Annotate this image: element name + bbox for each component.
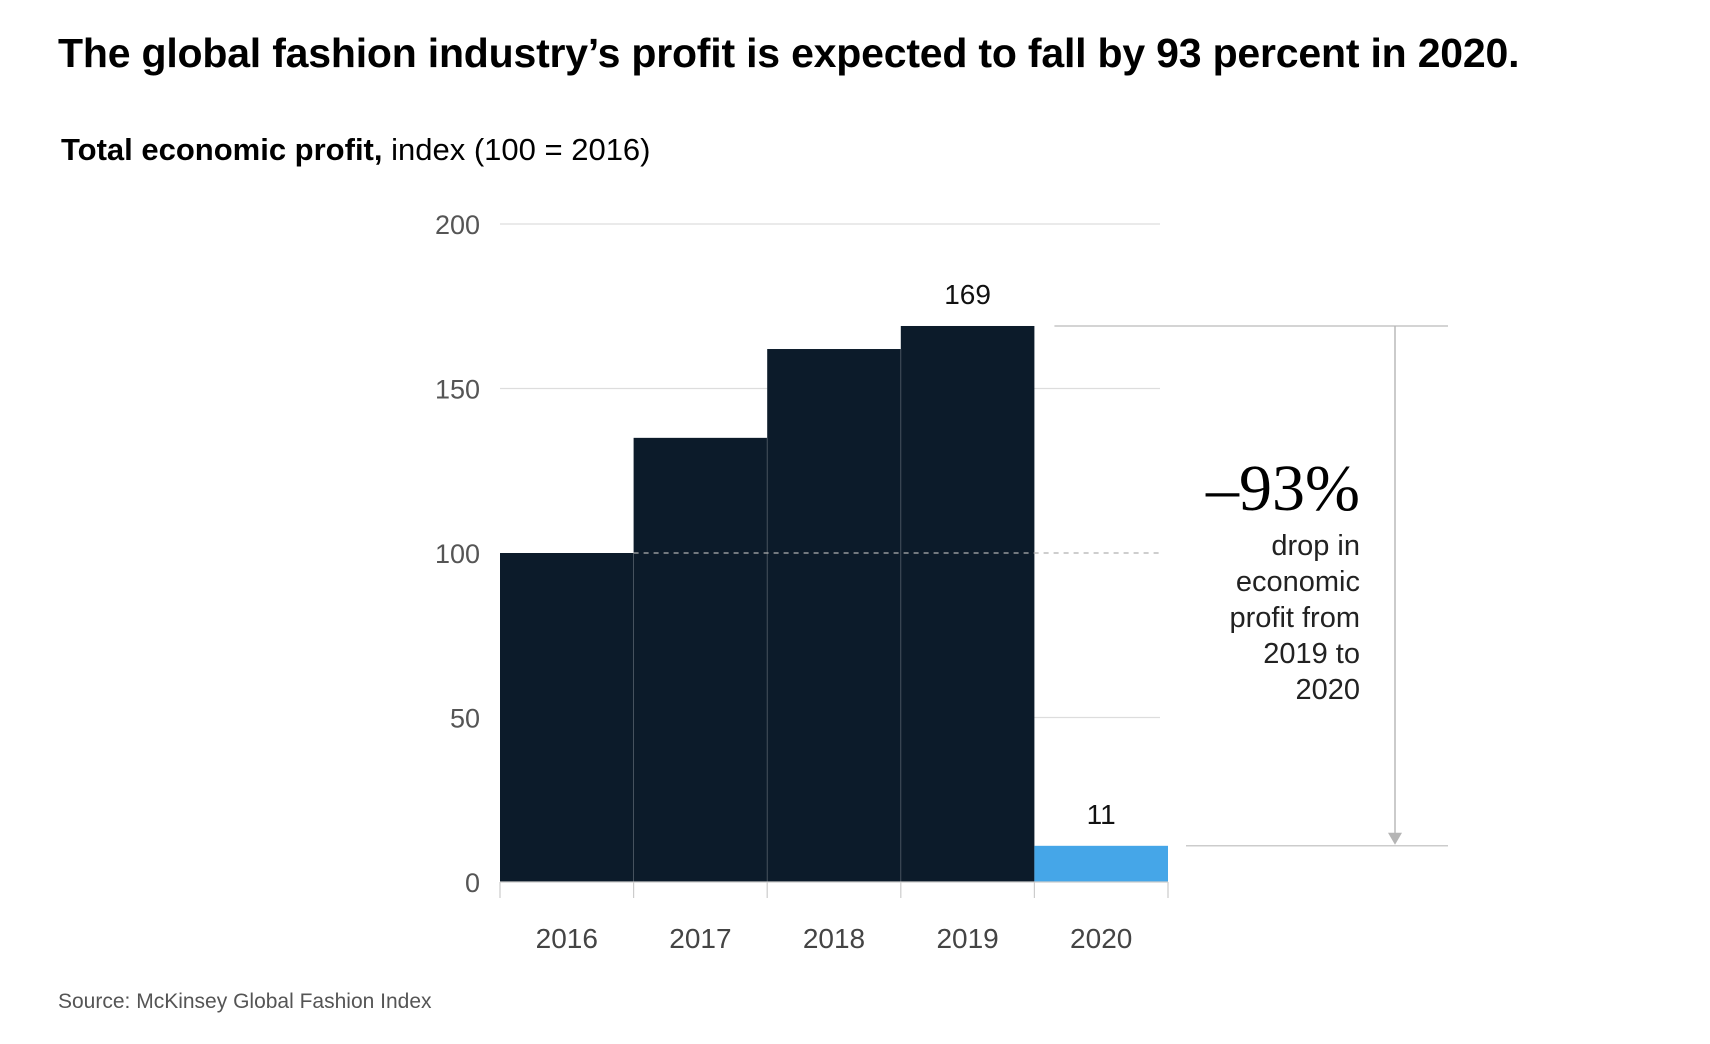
bar-2020: [1034, 845, 1168, 882]
subtitle-rest: index (100 = 2016): [382, 132, 651, 167]
callout-text-line-1: economic: [1236, 566, 1360, 598]
callout-percentage: –93%: [1205, 452, 1360, 525]
x-tick-label-2019: 2019: [936, 923, 998, 954]
bar-2019: [900, 325, 1035, 882]
callout-text-line-3: 2019 to: [1263, 638, 1360, 670]
x-tick-label-2017: 2017: [669, 923, 731, 954]
y-tick-label-0: 0: [465, 868, 480, 898]
data-label-2019: 169: [944, 279, 991, 310]
callout-text-line-4: 2020: [1295, 674, 1360, 706]
source-note: Source: McKinsey Global Fashion Index: [58, 990, 432, 1013]
chart-title: The global fashion industry’s profit is …: [58, 30, 1520, 76]
y-tick-label-100: 100: [435, 539, 480, 569]
y-tick-label-200: 200: [435, 210, 480, 240]
callout-text-line-2: profit from: [1229, 602, 1360, 634]
data-label-2020: 11: [1087, 799, 1116, 830]
y-tick-label-150: 150: [435, 375, 480, 405]
bar-2018: [767, 349, 901, 882]
chart-subtitle: Total economic profit, index (100 = 2016…: [61, 132, 651, 168]
bar-2017: [633, 437, 768, 882]
x-tick-label-2018: 2018: [803, 923, 865, 954]
subtitle-bold: Total economic profit,: [61, 132, 383, 167]
callout-arrow-head: [1388, 832, 1402, 845]
x-tick-label-2020: 2020: [1070, 923, 1132, 954]
bar-2016: [500, 553, 634, 882]
x-tick-label-2016: 2016: [536, 923, 598, 954]
y-tick-label-50: 50: [450, 704, 480, 734]
callout-text-line-0: drop in: [1271, 530, 1360, 562]
